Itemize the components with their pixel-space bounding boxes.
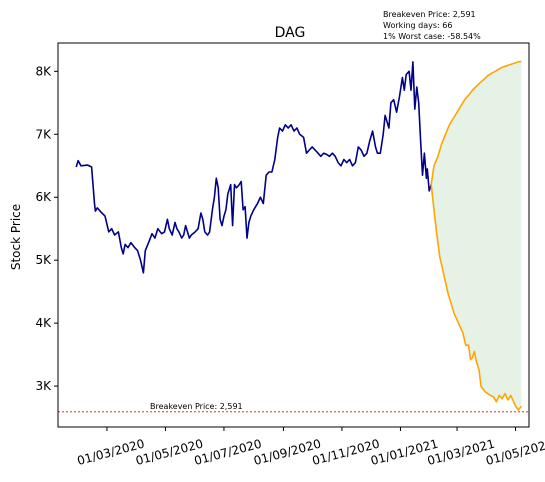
note-working-days: Working days: 66 [383,21,452,30]
y-tick-label: 5K [35,253,52,267]
note-breakeven: Breakeven Price: 2,591 [383,10,476,19]
breakeven-label: Breakeven Price: 2,591 [150,402,243,411]
info-notes: Breakeven Price: 2,591 Working days: 66 … [383,10,481,41]
chart-title: DAG [275,25,306,41]
forecast-lower-line [430,184,522,411]
y-axis: 3K 4K 5K 6K 7K 8K [35,64,58,393]
x-tick-label: 01/07/2020 [193,437,263,468]
plot-frame [57,42,530,428]
y-axis-label: Stock Price [9,204,23,270]
history-line [75,61,432,274]
y-tick-label: 3K [35,379,52,393]
forecast-band [431,61,522,411]
y-tick-label: 8K [35,64,52,78]
x-axis: 01/03/202001/05/202001/07/202001/09/2020… [76,427,545,468]
series-line-layer [75,60,522,411]
y-tick-label: 4K [35,316,52,330]
y-tick-label: 7K [35,127,52,141]
breakeven-layer: Breakeven Price: 2,591 [58,402,529,413]
y-tick-label: 6K [35,190,52,204]
note-worst-case: 1% Worst case: -58.54% [383,32,481,41]
forecast-band-layer [431,61,522,411]
forecast-upper-line [430,60,522,185]
